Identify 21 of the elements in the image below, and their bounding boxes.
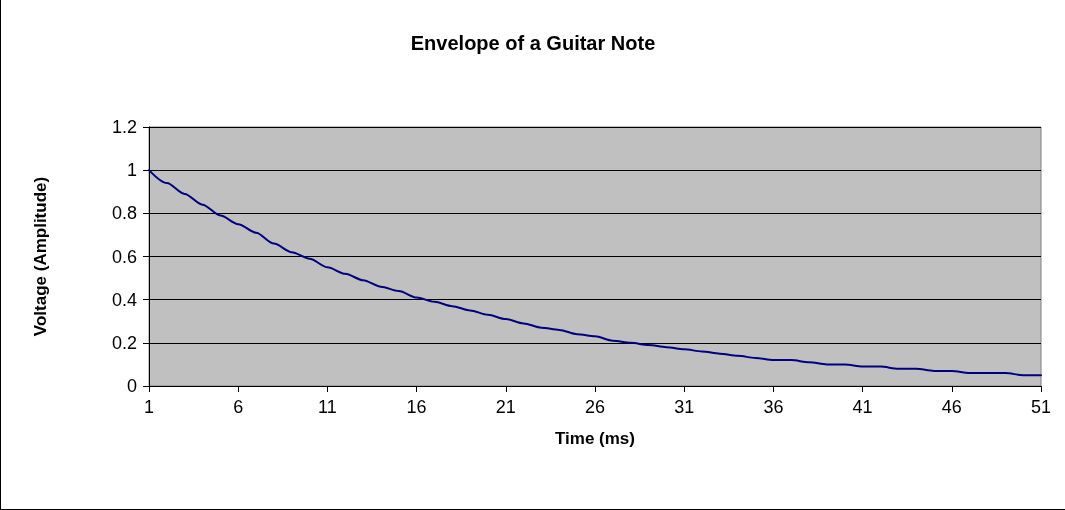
y-tick-label: 0.8 bbox=[111, 203, 137, 224]
y-tick-label: 1 bbox=[126, 160, 137, 181]
x-tick-label: 46 bbox=[941, 397, 962, 417]
x-axis-title: Time (ms) bbox=[555, 429, 635, 448]
y-axis-title: Voltage (Amplitude) bbox=[31, 176, 50, 337]
y-tick-label: 0.2 bbox=[111, 332, 137, 353]
y-tick-label: 0 bbox=[126, 376, 137, 396]
x-tick-label: 51 bbox=[1030, 397, 1052, 417]
x-tick-label: 36 bbox=[763, 397, 784, 417]
x-tick-label: 16 bbox=[406, 397, 427, 417]
x-tick-label: 31 bbox=[674, 397, 695, 417]
chart-title: Envelope of a Guitar Note bbox=[410, 32, 656, 54]
y-tick-label: 0.6 bbox=[111, 246, 137, 267]
x-tick-label: 41 bbox=[852, 397, 873, 417]
x-tick-label: 21 bbox=[495, 397, 516, 417]
x-tick-label: 1 bbox=[143, 397, 155, 417]
x-tick-label: 6 bbox=[233, 397, 244, 417]
x-tick-label: 11 bbox=[318, 397, 337, 417]
x-tick-label: 26 bbox=[584, 397, 606, 417]
y-tick-label: 1.2 bbox=[111, 117, 137, 137]
y-tick-label: 0.4 bbox=[111, 289, 137, 310]
